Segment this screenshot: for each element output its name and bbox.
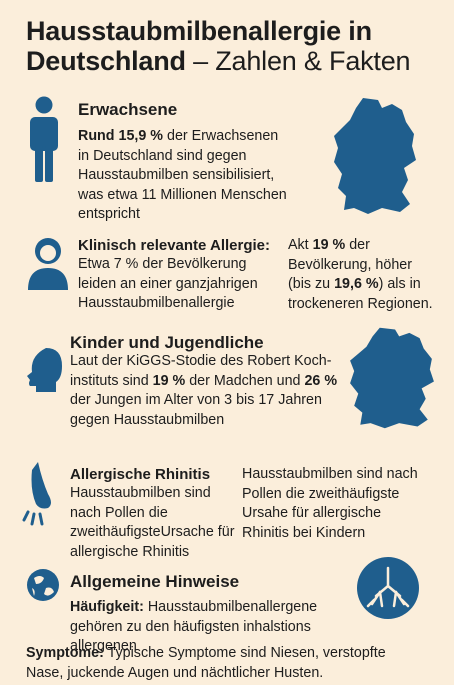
germany-map-icon-2 [350,327,434,429]
children-text-pre: Laut der KiGGS-Stodie des Robert Koch-in… [70,353,332,389]
frequency-text: Hausstaubmilbenallergene gehören zu den … [70,599,318,654]
adults-heading: Erwachsene [78,100,178,119]
rhinitis-heading: Allergische Rhinitis [70,466,211,483]
clinical-text: Etwa 7 % der Bevölkerung leiden an einer… [78,256,258,311]
clinical-side-bold1: 19 % [312,237,346,253]
nose-sneeze-icon [22,462,51,526]
clinical-side-text: Akt 19 % der Bevölkerung, höher (bis zu … [288,236,438,314]
person-icon [30,96,58,182]
children-text: Laut der KiGGS-Stodie des Robert Koch-in… [70,352,342,430]
clinical-side-post: ) als in trockeneren Regionen. [288,276,433,312]
title-subtitle: – Zahlen & Fakten [193,46,411,76]
clinical-side-mid: der Bevölkerung, höher (bis zu [288,237,412,292]
lungs-icon [357,557,419,619]
children-bold1: 19 % [152,372,186,389]
user-avatar-icon [28,238,68,290]
general-heading: Allgemeine Hinweise [70,572,240,591]
title-main: Hausstaubmilbenallergie in Deutschland [26,16,372,76]
children-text-post: der Jungen im Alter von 3 bis 17 Jahren … [70,392,322,428]
children-bold2: 26 % [304,372,338,389]
head-profile-icon [27,348,62,392]
adults-text-bold: Rund 15,9 % [78,128,164,144]
clinical-heading: Klinisch relevante Allergie: [78,237,271,254]
adults-text: Rund 15,9 % der Erwachsenen in Deutschla… [78,127,293,225]
germany-map-icon [334,98,416,214]
clinical-side-pre: Akt [288,237,313,253]
page-title: Hausstaubmilbenallergie in Deutschland –… [26,16,446,76]
symptoms-label: Symptome: [26,645,104,661]
general-frequency: Häufigkeit: Hausstaubmilbenallergene geh… [70,598,370,657]
symptoms-text: Symptome: Typische Symptome sind Niesen,… [26,644,426,683]
children-heading: Kinder und Jugendliche [70,333,264,352]
rhinitis-text: Hausstaubmilben sind nach Pollen die zwe… [70,485,235,560]
frequency-label: Häufigkeit: [70,599,144,615]
rhinitis-side-text: Hausstaubmilben sind nach Pollen die zwe… [242,466,418,541]
globe-icon [27,569,59,601]
adults-text-rest: der Erwachsenen in Deutschland sind gege… [78,128,287,222]
symptoms-body: Typische Symptome sind Niesen, verstopft… [26,645,386,681]
children-text-mid: der Madchen und [185,372,305,389]
clinical-side-bold2: 19,6 % [334,276,379,292]
